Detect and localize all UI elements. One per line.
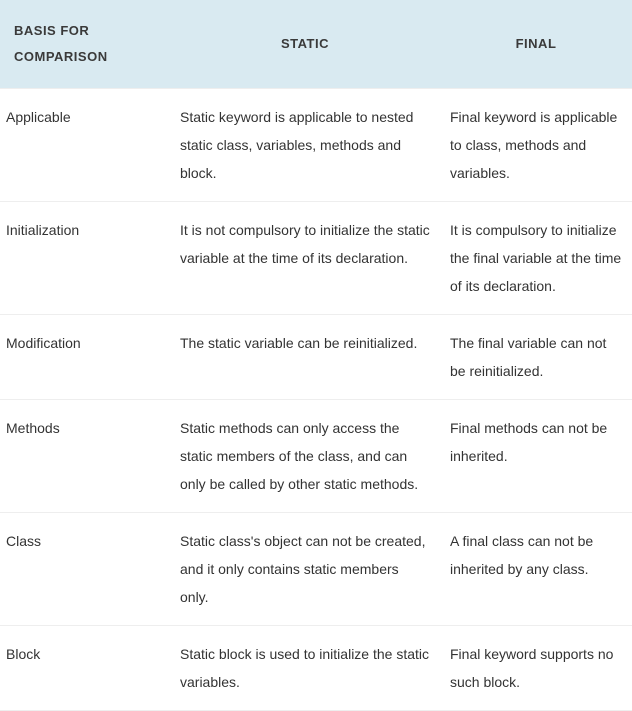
cell-final: Final keyword is applicable to class, me…: [440, 89, 632, 202]
cell-final: A final class can not be inherited by an…: [440, 513, 632, 626]
col-header-basis: BASIS FOR COMPARISON: [0, 0, 170, 89]
cell-static: Static block is used to initialize the s…: [170, 626, 440, 711]
col-header-static: STATIC: [170, 0, 440, 89]
cell-static: It is not compulsory to initialize the s…: [170, 202, 440, 315]
cell-static: Static keyword is applicable to nested s…: [170, 89, 440, 202]
table-row: Class Static class's object can not be c…: [0, 513, 632, 626]
cell-final: Final keyword supports no such block.: [440, 626, 632, 711]
cell-basis: Methods: [0, 400, 170, 513]
table-row: Applicable Static keyword is applicable …: [0, 89, 632, 202]
cell-static: Static class's object can not be created…: [170, 513, 440, 626]
table-row: Initialization It is not compulsory to i…: [0, 202, 632, 315]
cell-basis: Initialization: [0, 202, 170, 315]
table-row: Block Static block is used to initialize…: [0, 626, 632, 711]
comparison-table: BASIS FOR COMPARISON STATIC FINAL Applic…: [0, 0, 632, 711]
cell-basis: Applicable: [0, 89, 170, 202]
cell-basis: Block: [0, 626, 170, 711]
cell-static: Static methods can only access the stati…: [170, 400, 440, 513]
table-header-row: BASIS FOR COMPARISON STATIC FINAL: [0, 0, 632, 89]
table-row: Modification The static variable can be …: [0, 315, 632, 400]
cell-basis: Modification: [0, 315, 170, 400]
cell-final: Final methods can not be inherited.: [440, 400, 632, 513]
table-row: Methods Static methods can only access t…: [0, 400, 632, 513]
cell-final: The final variable can not be reinitiali…: [440, 315, 632, 400]
col-header-final: FINAL: [440, 0, 632, 89]
cell-static: The static variable can be reinitialized…: [170, 315, 440, 400]
cell-final: It is compulsory to initialize the final…: [440, 202, 632, 315]
cell-basis: Class: [0, 513, 170, 626]
